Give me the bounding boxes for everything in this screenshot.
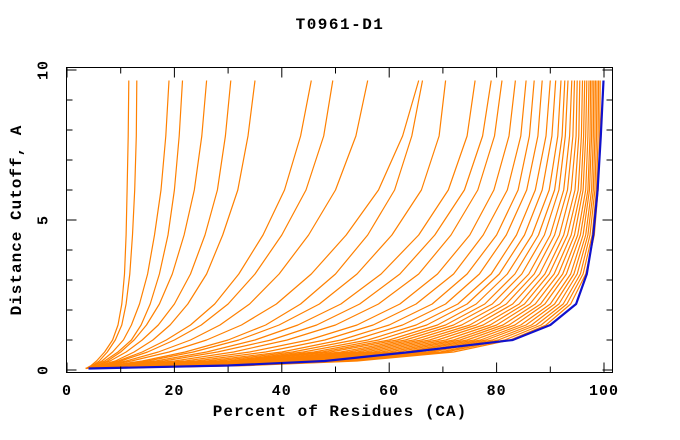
model-curve: [88, 80, 593, 370]
model-curve: [88, 80, 516, 370]
model-curve: [88, 80, 334, 370]
best-model-curve: [88, 80, 605, 370]
model-curves-group: [85, 80, 605, 370]
x-tick-label: 0: [61, 383, 72, 400]
model-curve: [88, 80, 527, 370]
model-curve: [88, 80, 492, 370]
model-curve: [88, 80, 369, 370]
x-tick-label: 40: [271, 383, 292, 400]
y-tick-label: 0: [35, 364, 53, 376]
model-curve: [88, 80, 595, 370]
model-curve: [88, 80, 566, 370]
model-curve: [88, 80, 476, 370]
model-curve: [88, 80, 573, 370]
model-curve: [88, 80, 447, 370]
model-curve: [85, 80, 232, 370]
x-tick-label: 80: [486, 383, 507, 400]
x-tick-label: 100: [588, 383, 619, 400]
model-curve: [85, 80, 208, 370]
model-curve: [88, 80, 535, 370]
model-curve: [85, 80, 256, 370]
x-tick-label: 20: [164, 383, 185, 400]
x-tick-label: 60: [379, 383, 400, 400]
chart-title: T0961-D1: [295, 16, 385, 34]
x-axis-label: Percent of Residues (CA): [212, 403, 468, 421]
model-curve: [85, 80, 138, 370]
model-curve: [85, 80, 312, 370]
y-axis-label: Distance Cutoff, A: [8, 124, 26, 316]
model-curve: [88, 80, 588, 370]
y-tick-label: 5: [35, 214, 53, 226]
model-curve: [88, 80, 592, 370]
y-tick-label: 10: [35, 59, 53, 81]
model-curve: [88, 80, 601, 370]
model-curve: [88, 80, 420, 370]
model-curve: [85, 80, 130, 370]
model-curve: [85, 80, 170, 370]
model-curve: [88, 80, 503, 370]
model-curve: [88, 80, 424, 370]
model-curve: [85, 80, 184, 370]
